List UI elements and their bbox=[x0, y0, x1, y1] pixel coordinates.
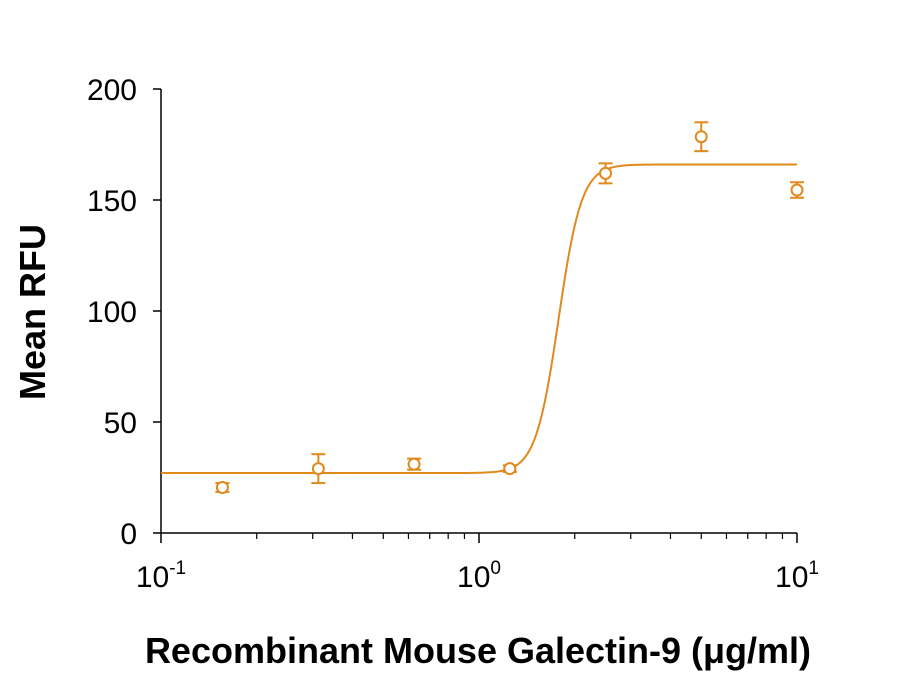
y-tick-label: 100 bbox=[87, 296, 137, 329]
x-tick-label: 100 bbox=[457, 558, 501, 594]
point-marker bbox=[215, 480, 229, 494]
data-point bbox=[694, 121, 709, 153]
y-tick-label: 0 bbox=[120, 518, 137, 551]
y-tick-label: 200 bbox=[87, 74, 137, 107]
y-tick-label: 50 bbox=[104, 407, 137, 440]
point-marker bbox=[407, 457, 421, 471]
point-marker bbox=[311, 462, 325, 476]
ticks: 0 50 100 150 200 10-1 100 101 bbox=[87, 74, 819, 594]
point-marker bbox=[599, 166, 613, 180]
y-axis-title: Mean RFU bbox=[12, 224, 53, 400]
data-points bbox=[215, 121, 804, 494]
data-point bbox=[407, 457, 422, 471]
data-point bbox=[502, 462, 517, 476]
fit-curve bbox=[161, 163, 797, 475]
axes bbox=[160, 89, 797, 534]
point-marker bbox=[694, 130, 708, 144]
fit-curve-group bbox=[161, 163, 797, 475]
data-point bbox=[311, 453, 326, 485]
x-tick-label: 10-1 bbox=[136, 558, 186, 594]
x-tick-label: 101 bbox=[775, 558, 819, 594]
data-point bbox=[790, 181, 804, 199]
point-marker bbox=[503, 462, 517, 476]
point-marker bbox=[790, 183, 804, 197]
data-point bbox=[215, 480, 230, 494]
y-tick-label: 150 bbox=[87, 185, 137, 218]
data-point bbox=[598, 162, 613, 185]
x-axis-title: Recombinant Mouse Galectin-9 (μg/ml) bbox=[145, 630, 811, 671]
